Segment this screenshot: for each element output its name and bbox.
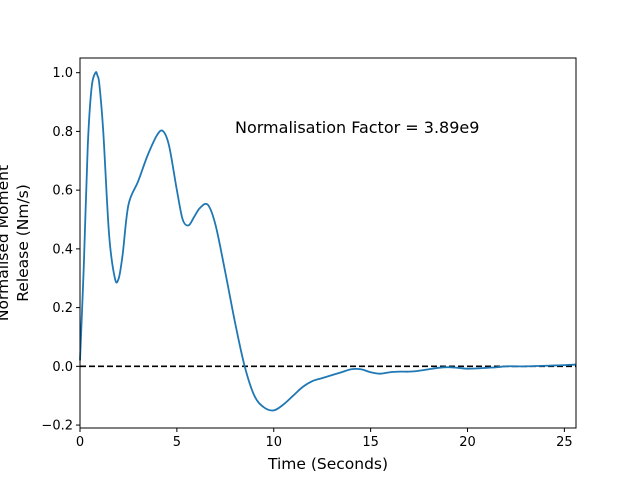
x-tick-label: 15: [362, 435, 379, 450]
x-axis: 0 5 10 15 20 25: [76, 428, 573, 450]
plot-frame: [79, 57, 577, 429]
x-tick-label: 0: [76, 435, 84, 450]
data-series-line: [79, 71, 577, 412]
y-tick-label: 1.0: [52, 66, 73, 81]
y-axis: −0.2 0.0 0.2 0.4 0.6 0.8 1.0: [41, 66, 80, 434]
y-tick-label: 0.6: [52, 184, 73, 199]
y-tick-label: 0.4: [52, 242, 73, 257]
annotation-text: Normalisation Factor = 3.89e9: [235, 118, 479, 137]
y-axis-title-line-2: Release (Nm/s): [14, 184, 32, 302]
y-tick-label: −0.2: [41, 419, 73, 434]
x-axis-title: Time (Seconds): [267, 455, 388, 473]
y-tick-label: 0.8: [52, 125, 73, 140]
x-tick-label: 5: [173, 435, 181, 450]
x-tick-label: 10: [265, 435, 282, 450]
y-tick-label: 0.0: [52, 360, 73, 375]
y-axis-title-line-1: Normalised Moment: [0, 165, 12, 321]
x-tick-label: 20: [459, 435, 476, 450]
y-tick-label: 0.2: [52, 301, 73, 316]
x-tick-label: 25: [556, 435, 573, 450]
plot-area: [80, 58, 576, 428]
